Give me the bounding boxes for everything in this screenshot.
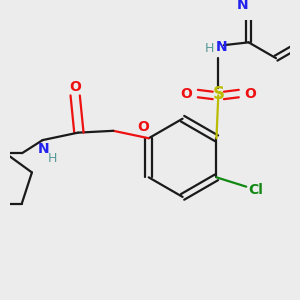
Text: H: H <box>48 152 58 165</box>
Text: N: N <box>38 142 49 156</box>
Text: Cl: Cl <box>248 183 263 197</box>
Text: O: O <box>137 120 149 134</box>
Text: H: H <box>204 42 214 56</box>
Text: N: N <box>237 0 249 12</box>
Text: O: O <box>244 87 256 100</box>
Text: S: S <box>212 85 224 103</box>
Text: O: O <box>69 80 81 94</box>
Text: N: N <box>215 40 227 54</box>
Text: O: O <box>181 87 193 100</box>
